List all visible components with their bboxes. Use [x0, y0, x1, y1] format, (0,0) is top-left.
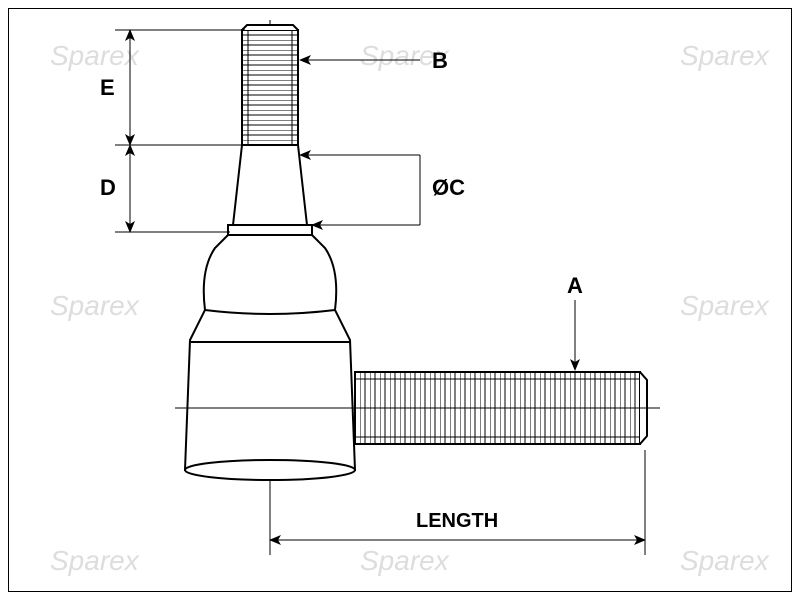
technical-drawing — [0, 0, 800, 600]
